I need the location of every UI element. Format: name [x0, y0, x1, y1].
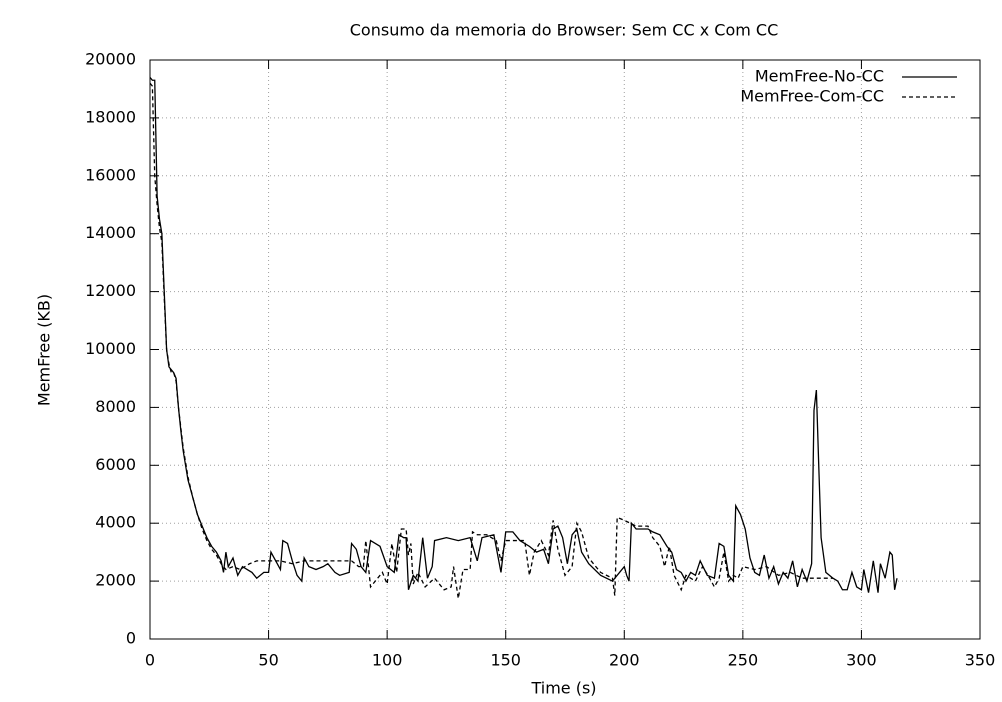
data-line — [149, 76, 898, 593]
y-tick-label: 20000 — [85, 50, 136, 69]
y-tick-label: 6000 — [95, 455, 136, 474]
legend-label: MemFree-Com-CC — [740, 87, 884, 106]
x-tick-label: 200 — [609, 651, 640, 670]
y-tick-label: 10000 — [85, 339, 136, 358]
y-tick-label: 16000 — [85, 165, 136, 184]
x-tick-label: 250 — [728, 651, 759, 670]
y-axis-label: MemFree (KB) — [35, 294, 54, 406]
x-tick-label: 150 — [490, 651, 521, 670]
chart-title: Consumo da memoria do Browser: Sem CC x … — [350, 21, 779, 40]
y-tick-label: 14000 — [85, 223, 136, 242]
x-axis-label: Time (s) — [530, 679, 596, 698]
plot-frame — [149, 59, 981, 640]
y-tick-label: 12000 — [85, 281, 136, 300]
y-tick-label: 0 — [126, 629, 136, 648]
x-tick-label: 50 — [258, 651, 278, 670]
y-tick-label: 4000 — [95, 513, 136, 532]
x-tick-label: 100 — [372, 651, 403, 670]
plot — [149, 76, 898, 599]
x-tick-label: 350 — [965, 651, 996, 670]
x-tick-label: 0 — [145, 651, 155, 670]
x-tick-label: 300 — [846, 651, 877, 670]
y-tick-label: 8000 — [95, 397, 136, 416]
legend-label: MemFree-No-CC — [755, 67, 884, 86]
y-tick-label: 2000 — [95, 571, 136, 590]
y-tick-label: 18000 — [85, 107, 136, 126]
